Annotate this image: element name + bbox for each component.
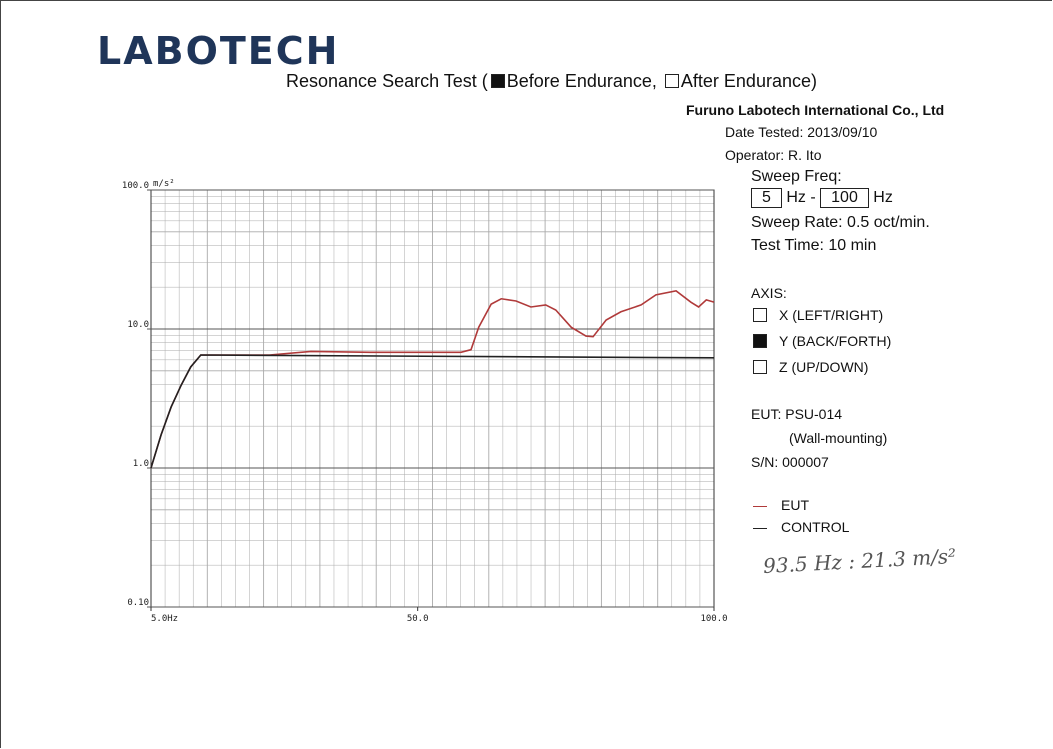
legend-swatch (753, 528, 767, 529)
checkbox (753, 308, 767, 322)
axis-option: Y (BACK/FORTH) (779, 333, 892, 349)
title: Resonance Search Test ( Before Endurance,… (286, 71, 817, 92)
x-tick-label: 100.0 (700, 614, 727, 624)
series-line (150, 354, 715, 469)
y-tick-label: 1.0 (133, 459, 149, 469)
eut-line: (Wall-mounting) (789, 430, 888, 446)
sweep-label: Sweep Freq: (751, 168, 842, 185)
serial: S/N: 000007 (751, 454, 829, 470)
x-tick-label: 5.0Hz (151, 614, 178, 624)
y-unit: m/s² (153, 179, 175, 189)
checkbox (490, 74, 505, 88)
title-before: Before Endurance, (506, 71, 657, 91)
sweep-from: 5 (751, 188, 782, 208)
y-tick-label: 10.0 (127, 320, 149, 330)
sweep-range: 5 Hz - 100 Hz (751, 188, 893, 208)
y-tick-label: 100.0 (122, 181, 149, 191)
legend-swatch (753, 506, 767, 507)
company: Furuno Labotech International Co., Ltd (686, 102, 945, 118)
sweep-sep: Hz - (786, 189, 816, 206)
axis-option: X (LEFT/RIGHT) (779, 307, 884, 323)
title-after: After Endurance) (680, 71, 817, 91)
operator: Operator: R. Ito (725, 147, 822, 163)
y-tick-label: 0.10 (127, 598, 149, 608)
axis-label: AXIS: (751, 285, 787, 301)
legend-label: EUT (781, 497, 809, 513)
logo: LABOTECH (97, 29, 340, 73)
date: Date Tested: 2013/09/10 (725, 124, 878, 140)
sweep-unit: Hz (873, 189, 893, 206)
checkbox (753, 360, 767, 374)
title-start: Resonance Search Test ( (286, 71, 488, 91)
test-time: Test Time: 10 min (751, 237, 877, 254)
axis-option: Z (UP/DOWN) (779, 359, 869, 375)
checkbox (664, 74, 679, 88)
legend-label: CONTROL (781, 519, 850, 535)
x-tick-label: 50.0 (407, 614, 429, 624)
eut-line: EUT: PSU-014 (751, 406, 843, 422)
sweep-rate: Sweep Rate: 0.5 oct/min. (751, 214, 930, 231)
sweep-to: 100 (820, 188, 869, 208)
checkbox (753, 334, 767, 348)
